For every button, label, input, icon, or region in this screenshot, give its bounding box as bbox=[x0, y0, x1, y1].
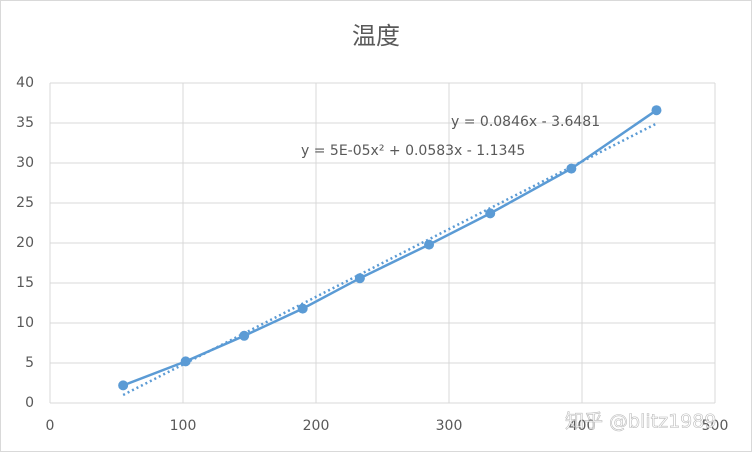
data-point bbox=[297, 303, 308, 314]
data-point bbox=[651, 105, 662, 116]
data-point bbox=[239, 330, 250, 341]
data-point bbox=[485, 208, 496, 219]
chart-title: 温度 bbox=[352, 22, 400, 50]
data-point bbox=[354, 273, 365, 284]
x-tick-label: 100 bbox=[170, 418, 197, 434]
x-tick-label: 500 bbox=[702, 418, 729, 434]
y-tick-label: 10 bbox=[16, 315, 34, 331]
x-tick-label: 400 bbox=[569, 418, 596, 434]
y-tick-label: 25 bbox=[16, 195, 34, 211]
y-tick-label: 0 bbox=[25, 395, 34, 411]
annotation: y = 5E-05x² + 0.0583x - 1.1345 bbox=[301, 143, 525, 159]
y-tick-label: 20 bbox=[16, 235, 34, 251]
data-point bbox=[424, 239, 435, 250]
y-tick-label: 40 bbox=[16, 75, 34, 91]
x-tick-label: 0 bbox=[46, 418, 55, 434]
data-point bbox=[118, 380, 129, 391]
trendline-equation: y = 0.0846x - 3.6481 bbox=[451, 114, 600, 130]
x-tick-label: 200 bbox=[303, 418, 330, 434]
y-tick-label: 35 bbox=[16, 115, 34, 131]
watermark: 知乎 @blitz1989 bbox=[565, 411, 716, 433]
y-tick-label: 15 bbox=[16, 275, 34, 291]
data-point bbox=[180, 356, 191, 367]
x-tick-label: 300 bbox=[436, 418, 463, 434]
y-tick-label: 5 bbox=[25, 355, 34, 371]
y-tick-label: 30 bbox=[16, 155, 34, 171]
